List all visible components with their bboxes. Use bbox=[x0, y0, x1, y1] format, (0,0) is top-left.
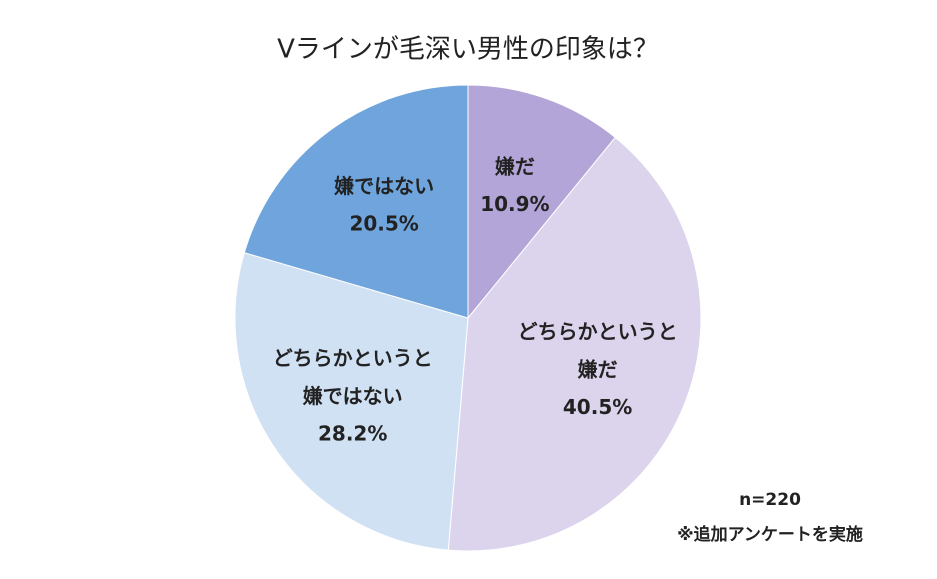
slice-label-line: 嫌ではない bbox=[303, 384, 403, 408]
slice-label: 嫌だ bbox=[495, 154, 535, 178]
value-label: 20.5% bbox=[349, 212, 418, 236]
slice-label-line: 嫌だ bbox=[495, 154, 535, 178]
slice-label: どちらかというと嫌ではない bbox=[273, 346, 433, 408]
slice-label-line: どちらかというと bbox=[273, 346, 433, 370]
pie-slice bbox=[234, 252, 469, 551]
annotation: ※追加アンケートを実施 bbox=[677, 524, 863, 545]
slice-label-line: どちらかというと bbox=[518, 319, 678, 343]
value-label: 10.9% bbox=[480, 192, 549, 216]
slice-label: どちらかというと嫌だ bbox=[518, 319, 678, 381]
slice-label: 嫌ではない bbox=[334, 174, 434, 198]
value-label: 40.5% bbox=[563, 395, 632, 419]
chart-title: Vラインが毛深い男性の印象は？ bbox=[277, 35, 659, 65]
pie-slice bbox=[447, 136, 702, 552]
pie-slice bbox=[467, 84, 616, 320]
value-label: 28.2% bbox=[318, 422, 387, 446]
annotation: n=220 bbox=[739, 490, 801, 510]
slice-label-line: 嫌だ bbox=[578, 357, 618, 381]
slice-label-line: 嫌ではない bbox=[334, 174, 434, 198]
pie-slice bbox=[243, 84, 469, 319]
